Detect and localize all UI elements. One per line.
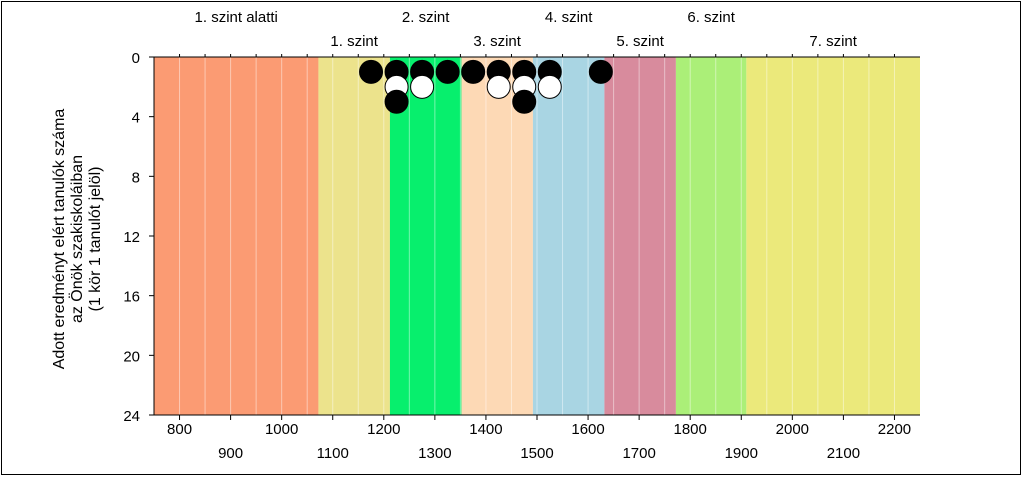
level-label-8: 7. szint <box>809 33 857 50</box>
y-tick-label: 12 <box>123 229 140 246</box>
grid-lines <box>179 57 895 415</box>
x-tick-label: 1300 <box>418 445 451 462</box>
level-label-5: 4. szint <box>545 9 593 26</box>
axes <box>149 54 920 420</box>
level-label-1: 1. szint alatti <box>195 9 278 26</box>
x-tick-label: 1800 <box>674 421 707 438</box>
y-tick-label: 16 <box>123 289 140 306</box>
level-label-3: 2. szint <box>402 9 450 26</box>
y-tick-label: 8 <box>132 169 140 186</box>
y-axis-label-line: (1 kör 1 tanulót jelöl) <box>87 167 104 312</box>
band-6 <box>604 57 676 415</box>
level-labels: 1. szint alatti 1. szint 2. szint 3. szint 4… <box>195 9 858 50</box>
x-tick-label: 1500 <box>520 445 553 462</box>
x-tick-label: 1400 <box>469 421 502 438</box>
y-axis-label-line: az Önök szakiskoláiban <box>68 155 86 323</box>
y-tick-label: 24 <box>123 408 140 425</box>
data-point <box>588 59 613 84</box>
x-tick-label: 1900 <box>725 445 758 462</box>
band-3 <box>389 57 462 415</box>
level-label-7: 6. szint <box>687 9 735 26</box>
x-tick-label: 2200 <box>878 421 911 438</box>
band-2 <box>318 57 390 415</box>
x-tick-label: 1200 <box>367 421 400 438</box>
x-tick-label: 2000 <box>776 421 809 438</box>
band-7 <box>675 57 747 415</box>
level-bands <box>154 57 920 415</box>
band-4 <box>461 57 533 415</box>
band-5 <box>532 57 605 415</box>
level-label-2: 1. szint <box>330 33 378 50</box>
data-point <box>384 89 409 114</box>
x-tick-label: 800 <box>167 421 192 438</box>
x-tick-label: 1600 <box>571 421 604 438</box>
x-tick-label: 1700 <box>622 445 655 462</box>
data-point <box>435 59 460 84</box>
level-label-4: 3. szint <box>473 33 521 50</box>
x-tick-label: 900 <box>218 445 243 462</box>
data-point <box>410 74 435 99</box>
data-point <box>359 59 384 84</box>
level-label-6: 5. szint <box>616 33 664 50</box>
data-point <box>537 74 562 99</box>
data-point <box>461 59 486 84</box>
x-tick-label: 1100 <box>317 445 349 462</box>
band-1 <box>154 57 319 415</box>
data-point <box>486 74 511 99</box>
band-8 <box>746 57 920 415</box>
data-points <box>359 59 613 114</box>
y-tick-label: 20 <box>123 348 140 365</box>
y-axis-label: Adott eredményt elért tanulók számaaz Ön… <box>51 109 104 370</box>
x-tick-label: 2100 <box>827 445 860 462</box>
tick-labels: 800 1000 1200 1400 1600 1800 2000 2200 900 1100 13… <box>123 50 911 462</box>
y-axis-label-line: Adott eredményt elért tanulók száma <box>51 109 68 370</box>
y-tick-label: 0 <box>132 50 140 67</box>
y-tick-label: 4 <box>132 110 140 127</box>
x-tick-label: 1000 <box>265 421 298 438</box>
data-point <box>512 89 537 114</box>
